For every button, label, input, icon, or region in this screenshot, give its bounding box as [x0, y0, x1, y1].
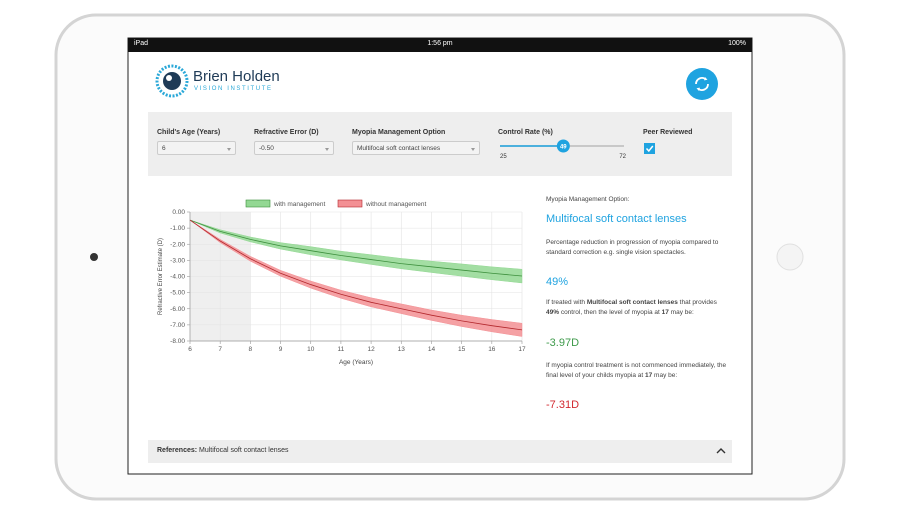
checkbox-graphic — [643, 142, 656, 155]
emphasis: 17 — [645, 372, 653, 379]
x-axis-label: Age (Years) — [339, 359, 373, 366]
x-tick-label: 7 — [218, 346, 222, 353]
chart: 0.00 -1.00 -2.00 -3.00 -4.00 -5.00 -6.00 -7.00 -… — [158, 199, 526, 366]
screen — [127, 37, 753, 475]
emphasis: 49% — [546, 309, 560, 316]
x-tick-label: 6 — [188, 346, 192, 353]
slider-max: 72 — [619, 154, 626, 160]
text-run: control, then the level of myopia at — [559, 309, 662, 316]
peer-reviewed-label: Peer Reviewed — [643, 129, 693, 136]
references-label: References: — [157, 447, 198, 454]
x-tick-label: 11 — [338, 346, 345, 353]
control-rate-label: Control Rate (%) — [498, 129, 553, 136]
y-tick-label: -3.00 — [170, 257, 185, 264]
x-tick-label: 16 — [488, 346, 496, 353]
legend-swatch — [337, 199, 363, 208]
y-tick-label: -2.00 — [170, 241, 185, 248]
x-tick-label: 17 — [518, 346, 526, 353]
x-tick-label: 9 — [279, 346, 283, 353]
text-run: may be: — [668, 309, 694, 316]
x-tick-label: 12 — [367, 346, 375, 353]
checkbox-box — [643, 142, 656, 155]
slider-value: 49 — [560, 145, 567, 151]
untreated-text: If myopia control treatment is not comme… — [546, 361, 731, 381]
refraction-label: Refractive Error (D) — [254, 129, 319, 136]
status-bar — [128, 38, 752, 52]
treated-text: If treated with Multifocal soft contact … — [546, 298, 731, 318]
x-tick-label: 8 — [249, 346, 253, 353]
x-tick-label: 10 — [307, 346, 315, 353]
refraction-select[interactable]: -0.50 — [254, 141, 334, 155]
legend-swatch — [245, 199, 271, 208]
emphasis: 17 — [661, 309, 669, 316]
summary-heading: Myopia Management Option: — [546, 196, 630, 203]
chevron[interactable] — [716, 447, 726, 455]
text-run: If myopia control treatment is not comme… — [546, 362, 727, 379]
references-value: Multifocal soft contact lenses — [199, 447, 289, 454]
summary-reduction: 49% — [546, 276, 569, 288]
legend-label: with management — [273, 201, 325, 208]
y-tick-label: -4.00 — [170, 274, 185, 281]
y-axis-label: Refractive Error Estimate (D) — [158, 238, 164, 315]
y-tick-label: -1.00 — [170, 225, 185, 232]
control-rate-slider[interactable]: 49 25 72 — [498, 139, 627, 160]
references: References: Multifocal soft contact lens… — [157, 447, 289, 454]
slider-graphic: 49 25 72 — [500, 139, 627, 160]
y-tick-label: 0.00 — [172, 209, 185, 216]
y-tick-label: -8.00 — [170, 338, 185, 345]
summary-description: Percentage reduction in progression of m… — [546, 239, 719, 256]
y-tick-label: -7.00 — [170, 322, 185, 329]
option-label: Myopia Management Option — [352, 129, 446, 136]
camera — [90, 253, 98, 261]
y-tick-label: -6.00 — [170, 306, 185, 313]
slider-min: 25 — [500, 154, 507, 160]
device-name: iPad — [134, 40, 149, 47]
option-select[interactable]: Multifocal soft contact lenses — [352, 141, 480, 155]
text-run: may be: — [652, 372, 678, 379]
logo-name: Brien Holden — [193, 68, 280, 85]
references-bar[interactable] — [148, 440, 732, 463]
age-select[interactable]: 6 — [157, 141, 236, 155]
check-mark — [645, 145, 654, 153]
series-line — [189, 219, 523, 277]
refresh-button[interactable] — [685, 67, 719, 101]
peer-reviewed-checkbox[interactable] — [643, 141, 656, 155]
summary-option: Multifocal soft contact lenses — [546, 213, 687, 225]
emphasis: Multifocal soft contact lenses — [586, 299, 678, 306]
x-tick-label: 13 — [398, 346, 406, 353]
y-tick-label: -5.00 — [170, 290, 185, 297]
range-band — [189, 219, 523, 284]
text-run: that provides — [677, 299, 717, 306]
x-tick-label: 14 — [428, 346, 436, 353]
battery: 100% — [728, 40, 746, 47]
logo-icon — [155, 64, 189, 98]
text-run: If treated with — [546, 299, 587, 306]
time: 1:56 pm — [427, 40, 453, 47]
series-line — [189, 219, 523, 331]
home-button — [776, 243, 804, 271]
legend-label: without management — [365, 201, 427, 208]
logo-subtitle: VISION INSTITUTE — [194, 86, 273, 92]
x-tick-label: 15 — [458, 346, 466, 353]
treated-result: -3.97D — [546, 337, 580, 349]
age-label: Child's Age (Years) — [157, 129, 221, 136]
untreated-result: -7.31D — [546, 399, 580, 411]
slider-knob[interactable] — [556, 139, 570, 153]
